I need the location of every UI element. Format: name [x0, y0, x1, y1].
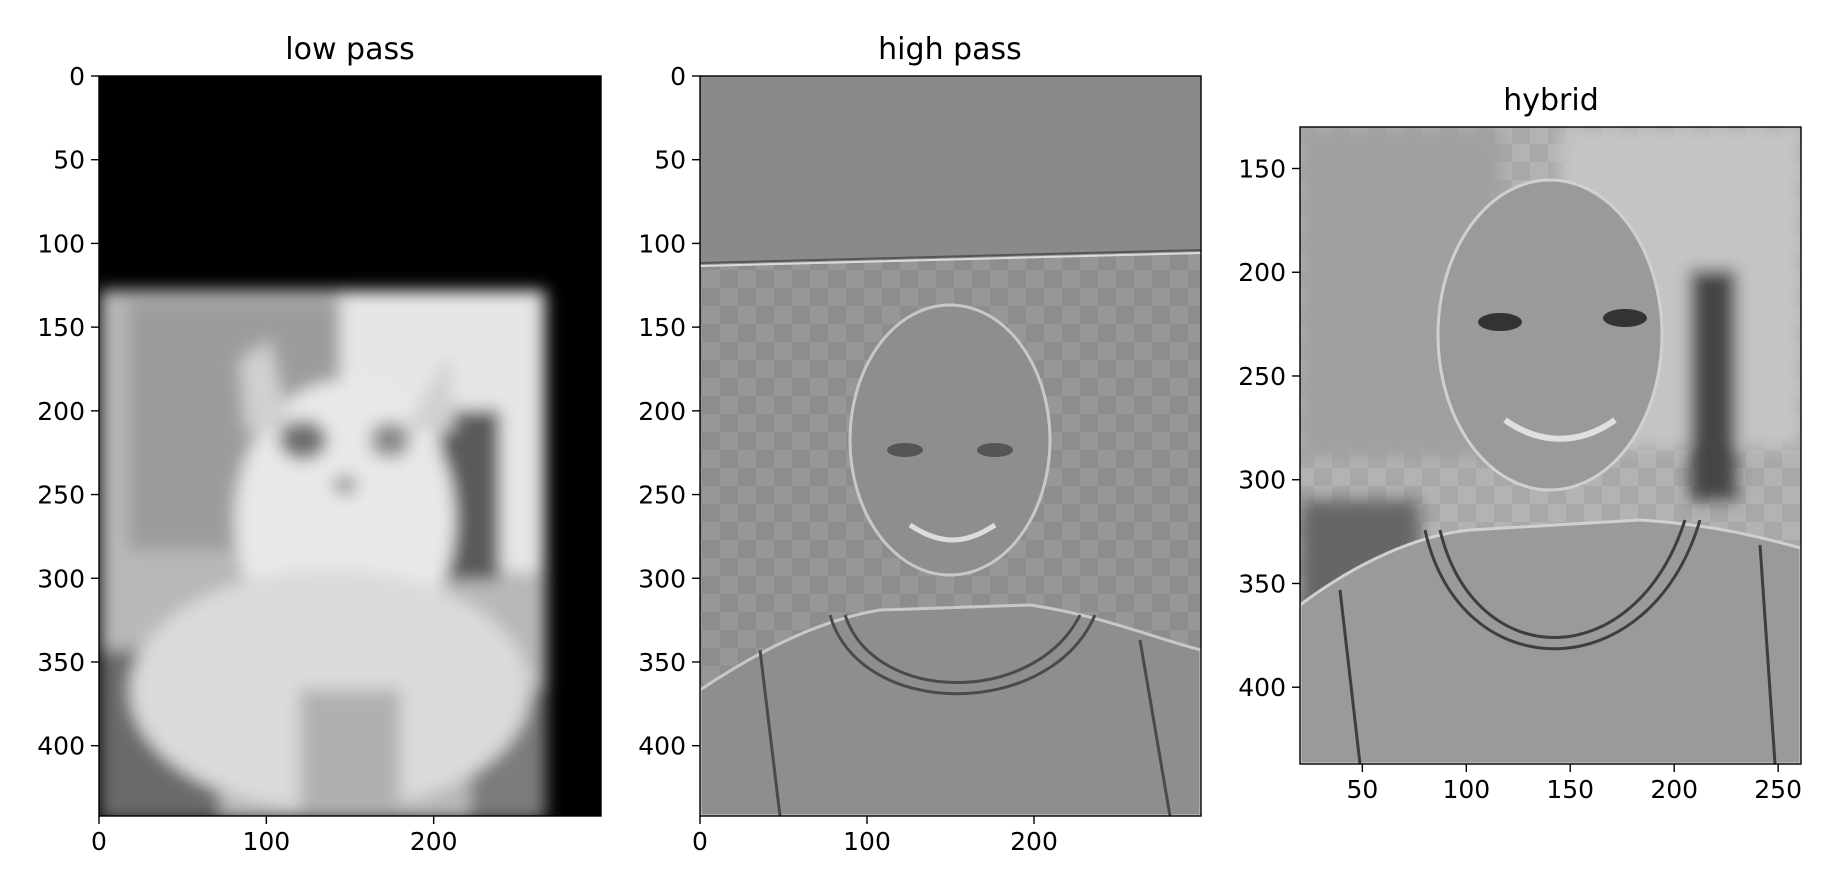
y-tick-label: 250 — [1238, 362, 1286, 391]
x-tick-label: 150 — [1546, 775, 1594, 804]
panel-title: low pass — [285, 32, 414, 67]
y-tick-label: 350 — [1238, 569, 1286, 598]
axes-frame — [699, 75, 1202, 817]
y-tick-label: 350 — [638, 648, 686, 677]
x-tick-label: 100 — [843, 827, 891, 856]
y-tick-label: 150 — [1238, 154, 1286, 183]
y-tick-label: 400 — [37, 732, 85, 761]
y-tick-label: 250 — [37, 481, 85, 510]
x-tick-label: 0 — [692, 827, 708, 856]
axis-ticks: 50 100 150 200 250 150 200 250 300 350 400 — [1238, 154, 1802, 804]
y-tick-label: 100 — [638, 229, 686, 258]
y-tick-label: 150 — [638, 313, 686, 342]
y-tick-label: 250 — [638, 481, 686, 510]
y-tick-label: 100 — [37, 229, 85, 258]
y-tick-label: 300 — [638, 564, 686, 593]
y-tick-label: 150 — [37, 313, 85, 342]
y-tick-label: 200 — [638, 397, 686, 426]
x-tick-label: 200 — [1010, 827, 1058, 856]
panel-title: hybrid — [1503, 83, 1599, 118]
x-tick-label: 250 — [1754, 775, 1802, 804]
x-tick-label: 0 — [91, 827, 107, 856]
panel-title: high pass — [878, 32, 1022, 67]
axis-ticks: 0 100 200 0 50 100 150 200 250 300 350 400 — [37, 62, 457, 856]
x-tick-label: 100 — [1442, 775, 1490, 804]
axes-frame — [1299, 126, 1802, 765]
y-tick-label: 300 — [37, 564, 85, 593]
panel-low-pass: low pass 0 100 200 0 50 100 150 200 250 300 — [37, 32, 602, 856]
x-tick-label: 200 — [410, 827, 458, 856]
image-low-pass — [99, 76, 601, 816]
panel-high-pass: high pass 0 100 200 0 50 100 150 200 250 — [638, 32, 1202, 856]
y-tick-label: 350 — [37, 648, 85, 677]
y-tick-label: 50 — [53, 146, 85, 175]
panel-hybrid: hybrid — [1238, 83, 1802, 804]
axis-ticks: 0 100 200 0 50 100 150 200 250 300 350 400 — [638, 62, 1058, 856]
image-high-pass — [700, 76, 1201, 816]
y-tick-label: 200 — [37, 397, 85, 426]
y-tick-label: 0 — [69, 62, 85, 91]
x-tick-label: 50 — [1346, 775, 1378, 804]
y-tick-label: 0 — [670, 62, 686, 91]
y-tick-label: 400 — [1238, 673, 1286, 702]
axes-frame — [98, 75, 602, 817]
y-tick-label: 50 — [654, 146, 686, 175]
x-tick-label: 100 — [242, 827, 290, 856]
y-tick-label: 300 — [1238, 466, 1286, 495]
y-tick-label: 400 — [638, 732, 686, 761]
y-tick-label: 200 — [1238, 258, 1286, 287]
image-hybrid — [1300, 127, 1801, 764]
x-tick-label: 200 — [1650, 775, 1698, 804]
